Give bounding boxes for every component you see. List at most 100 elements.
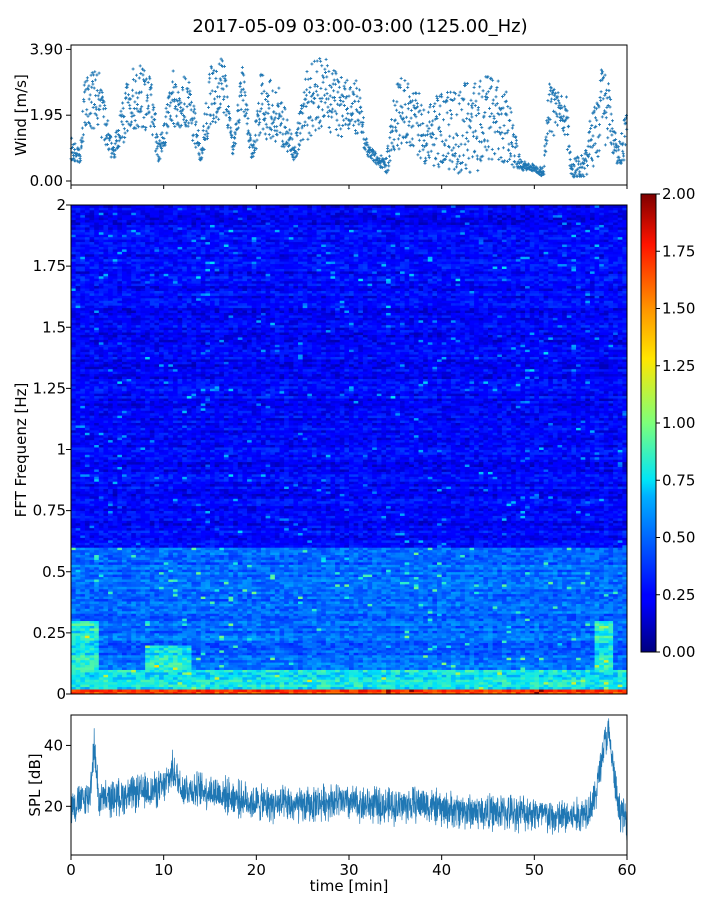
spectrogram-cell [567,652,572,655]
spectrogram-cell [196,608,201,611]
spectrogram-cell [544,633,549,636]
spectrogram-cell [488,687,493,690]
spectrogram-cell [182,601,187,604]
spectrogram-cell [405,618,410,621]
spectrogram-cell [590,655,595,658]
spectrogram-cell [154,596,159,599]
spectrogram-cell [562,606,567,609]
spectrogram-cell [187,645,192,648]
spectrogram-cell [400,596,405,599]
spectrogram-cell [247,650,252,653]
spectrogram-cell [442,626,447,629]
spectrogram-cell [80,679,85,682]
spectrogram-cell [136,606,141,609]
spectrogram-cell [358,665,363,668]
spectrogram-cell [358,638,363,641]
spectrogram-cell [363,643,368,646]
spectrogram-cell [363,674,368,677]
spectrogram-cell [553,660,558,663]
spectrogram-cell [451,618,456,621]
spectrogram-cell [117,630,122,633]
spectrogram-cell [437,633,442,636]
spectrogram-cell [293,645,298,648]
spectrogram-cell [256,679,261,682]
spectrogram-cell [363,645,368,648]
spectrogram-cell [242,682,247,685]
spectrogram-cell [159,689,164,692]
spectrogram-cell [465,677,470,680]
spectrogram-cell [479,633,484,636]
spectrogram-cell [261,599,266,602]
spectrogram-cell [618,679,623,682]
spectrogram-cell [539,674,544,677]
spectrogram-cell [520,650,525,653]
spectrogram-cell [456,594,461,597]
spectrogram-cell [335,687,340,690]
spectrogram-cell [377,684,382,687]
spectrogram-cell [558,684,563,687]
spectrogram-cell [113,670,118,673]
spectrogram-cell [590,684,595,687]
spectrogram-cell [136,626,141,629]
spectrogram-cell [127,643,132,646]
spectrogram-cell [590,657,595,660]
spectrogram-cell [261,618,266,621]
spectrogram-cell [400,626,405,629]
spectrogram-cell [270,665,275,668]
spectrogram-cell [618,621,623,624]
spectrogram-cell [191,650,196,653]
spectrogram-cell [456,670,461,673]
spectrogram-cell [113,606,118,609]
spectrogram-cell [576,630,581,633]
spectrogram-cell [423,679,428,682]
spectrogram-cell [548,655,553,658]
spectrogram-cell [405,606,410,609]
spectrogram-cell [442,638,447,641]
spectrogram-cell [497,655,502,658]
spectrogram-cell [326,689,331,692]
spectrogram-cell [534,648,539,651]
spectrogram-cell [442,652,447,655]
spectrogram-cell [507,665,512,668]
spectrogram-cell [76,591,81,594]
spectrogram-cell [344,687,349,690]
spectrogram-cell [567,606,572,609]
spectrogram-cell [479,655,484,658]
spectrogram-cell [266,650,271,653]
spectrogram-cell [442,648,447,651]
spectrogram-cell [103,665,108,668]
spectrogram-cell [469,662,474,665]
spectrogram-cell [201,594,206,597]
spectrogram-cell [419,652,424,655]
spectrogram-cell [516,657,521,660]
spectrogram-cell [71,643,76,646]
spectrogram-cell [80,613,85,616]
spectrogram-cell [201,628,206,631]
spectrogram-cell [432,618,437,621]
spectrogram-cell [201,650,206,653]
spectrogram-cell [558,645,563,648]
spectrogram-cell [507,633,512,636]
spectrogram-cell [280,638,285,641]
spectrogram-cell [168,623,173,626]
spectrogram-cell [317,667,322,670]
spectrogram-cell [493,599,498,602]
spectrogram-cell [539,621,544,624]
spectrogram-cell [585,687,590,690]
spectrogram-cell [159,645,164,648]
spectrogram-cell [520,645,525,648]
spectrogram-cell [182,594,187,597]
spectrogram-cell [219,662,224,665]
spectrogram-cell [238,608,243,611]
spectrogram-cell [507,618,512,621]
spectrogram-cell [377,596,382,599]
spectrogram-cell [196,662,201,665]
spectrogram-cell [599,677,604,680]
spectrogram-cell [330,606,335,609]
spectrogram-cell [266,616,271,619]
spectrogram-cell [590,670,595,673]
spectrogram-cell [469,630,474,633]
spectrogram-cell [103,667,108,670]
spectrogram-cell [164,621,169,624]
spectrogram-cell [446,623,451,626]
